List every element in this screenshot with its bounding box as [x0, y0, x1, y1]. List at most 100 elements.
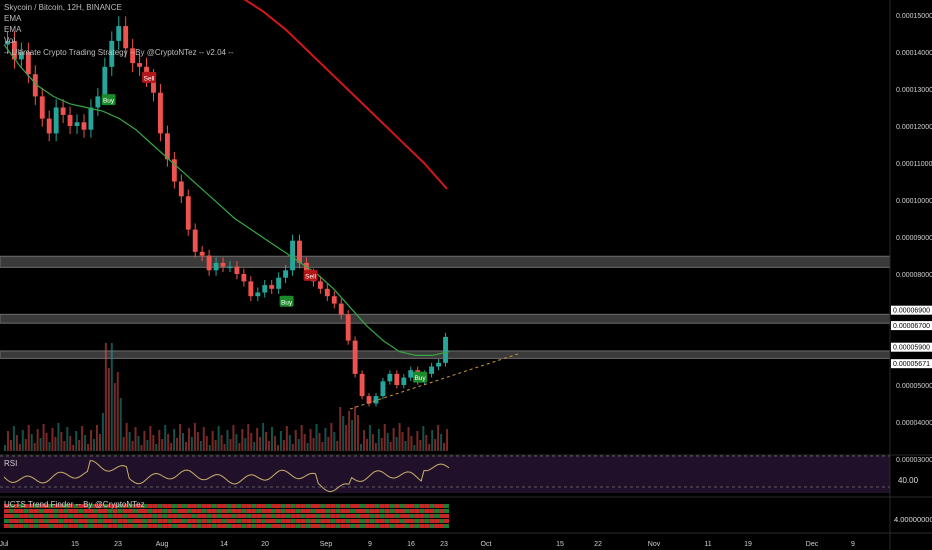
volume-bar — [342, 416, 345, 451]
volume-bar — [202, 427, 205, 451]
candle-body — [25, 52, 31, 75]
candle-body — [283, 270, 289, 278]
volume-bar — [247, 424, 250, 451]
trend-cell — [330, 519, 336, 523]
volume-bar — [93, 439, 95, 451]
y-axis[interactable]: 0.00015000 0.00014000 0.00013000 0.00012000… — [896, 13, 932, 464]
volume-bar — [54, 437, 57, 451]
ema-label-2[interactable]: EMA — [4, 25, 22, 34]
trend-cell — [93, 509, 98, 513]
trend-cell — [186, 514, 192, 518]
volume-bar — [90, 430, 93, 451]
trend-cell — [201, 514, 207, 518]
volume-bar — [223, 444, 226, 451]
candle-body — [276, 277, 282, 289]
trend-cell — [97, 509, 103, 513]
trend-cell — [167, 524, 173, 528]
trend-finder-title[interactable]: UCTS Trend Finder -- By @CryptoNTez — [4, 500, 145, 509]
volume-bar — [12, 426, 15, 451]
x-axis[interactable]: Jul 15 23 Aug 14 20 Sep 9 16 23 Oct 15 22 Nov 11 19 Dec 9 — [0, 541, 855, 548]
volume-bar — [345, 425, 348, 451]
trend-cell — [162, 524, 168, 528]
candle-body — [192, 229, 198, 252]
trend-cell — [23, 519, 29, 523]
trend-cell — [73, 514, 79, 518]
trend-cell — [23, 524, 29, 528]
candle-body — [234, 266, 240, 274]
trend-cell — [182, 519, 187, 523]
trend-cell — [409, 504, 415, 508]
trend-cell — [389, 524, 395, 528]
trend-cell — [162, 514, 168, 518]
sell-signal[interactable]: Sell — [142, 71, 157, 83]
trend-cell — [280, 519, 286, 523]
trend-cell — [345, 509, 351, 513]
trend-cell — [394, 509, 400, 513]
trend-cell — [167, 519, 173, 523]
volume-bar — [312, 438, 315, 451]
trend-cell — [58, 514, 64, 518]
volume-bar — [152, 435, 155, 451]
trend-cell — [157, 509, 163, 513]
trend-cell — [419, 509, 425, 513]
trend-cell — [256, 514, 262, 518]
y-tick-label: 0.00008000 — [896, 272, 932, 279]
trend-cell — [132, 504, 138, 508]
trend-cell — [315, 509, 321, 513]
trend-cell — [369, 514, 375, 518]
trend-cell — [147, 509, 153, 513]
volume-bar — [176, 438, 179, 451]
trend-cell — [340, 509, 346, 513]
buy-signal[interactable]: Buy — [101, 94, 116, 106]
ema-label-1[interactable]: EMA — [4, 14, 22, 23]
trend-cell — [38, 519, 44, 523]
trend-cell — [369, 524, 375, 528]
trend-cell — [58, 519, 64, 523]
trend-cell — [127, 504, 133, 508]
trend-cell — [394, 524, 400, 528]
trend-cell — [172, 504, 178, 508]
volume-bar — [36, 429, 39, 451]
trend-cell — [43, 524, 49, 528]
trend-cell — [414, 524, 420, 528]
buy-signal[interactable]: Buy — [279, 295, 294, 307]
trend-cell — [310, 514, 316, 518]
rsi-title[interactable]: RSI — [4, 459, 18, 468]
svg-text:Sell: Sell — [144, 75, 155, 82]
volume-bar — [268, 441, 271, 451]
candle-body — [401, 377, 407, 385]
trend-cell — [18, 504, 24, 508]
x-tick-label: 15 — [71, 541, 79, 548]
trend-cell — [439, 504, 445, 508]
trend-cell — [295, 514, 301, 518]
volume-bar — [288, 435, 291, 451]
volume-label[interactable]: Vol — [4, 36, 16, 45]
candle-body — [11, 40, 17, 60]
trend-cell — [147, 514, 153, 518]
trend-cell — [137, 524, 143, 528]
trend-cell — [360, 514, 365, 518]
volume-bar — [315, 424, 318, 451]
trend-cell — [211, 519, 217, 523]
trend-cell — [18, 519, 24, 523]
candle-body — [394, 373, 400, 385]
y-tick-label: 0.00015000 — [896, 13, 932, 20]
trend-cell — [201, 509, 207, 513]
price-label: 0.00005900 — [891, 342, 932, 352]
trend-cell — [305, 509, 311, 513]
sell-signal[interactable]: Sell — [303, 269, 318, 281]
strategy-label[interactable]: -- Ultimate Crypto Trading Strategy --By… — [4, 48, 234, 57]
x-tick-label: Oct — [481, 541, 492, 548]
trend-cell — [78, 514, 84, 518]
trend-cell — [360, 504, 365, 508]
volume-bar — [87, 444, 90, 451]
trend-cell — [83, 509, 89, 513]
trend-cell — [424, 504, 430, 508]
buy-signal[interactable]: Buy — [413, 371, 428, 383]
y-tick-label: 0.00013000 — [896, 87, 932, 94]
x-tick-label: 11 — [704, 541, 711, 548]
trend-cell — [275, 524, 281, 528]
trend-cell — [186, 509, 192, 513]
x-tick-label: Sep — [320, 541, 333, 548]
